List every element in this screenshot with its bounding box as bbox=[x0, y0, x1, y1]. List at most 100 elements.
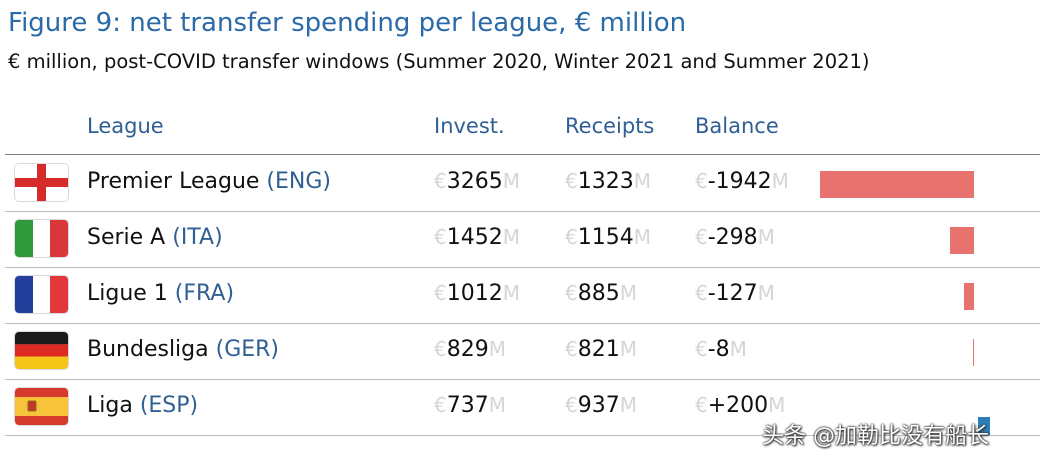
league-code: (FRA) bbox=[174, 281, 235, 306]
row-divider bbox=[5, 267, 1040, 268]
league-label: Bundesliga bbox=[87, 337, 216, 362]
balance-bar bbox=[820, 171, 974, 198]
balance-bar bbox=[973, 339, 974, 366]
germany-flag-icon bbox=[15, 332, 68, 369]
spain-flag-icon bbox=[15, 388, 68, 425]
league-code: (GER) bbox=[215, 337, 280, 362]
england-flag-icon bbox=[15, 164, 68, 201]
currency-prefix: € bbox=[434, 393, 447, 417]
unit-suffix: M bbox=[502, 225, 520, 249]
currency-prefix: € bbox=[695, 225, 708, 249]
league-label: Premier League bbox=[87, 169, 267, 194]
currency-prefix: € bbox=[695, 281, 708, 305]
unit-suffix: M bbox=[619, 281, 637, 305]
table-row: Bundesliga (GER) €829M €821M €-8M bbox=[0, 323, 1042, 379]
currency-prefix: € bbox=[565, 337, 578, 361]
row-divider bbox=[5, 435, 1040, 436]
france-flag-icon bbox=[15, 276, 68, 313]
receipts-number: 821 bbox=[577, 337, 620, 362]
unit-suffix: M bbox=[757, 225, 775, 249]
unit-suffix: M bbox=[502, 169, 520, 193]
league-name: Serie A (ITA) bbox=[87, 225, 223, 250]
balance-number: -1942 bbox=[707, 169, 772, 194]
invest-value: €829M bbox=[434, 337, 506, 362]
receipts-value: €1323M bbox=[565, 169, 651, 194]
league-code: (ITA) bbox=[172, 225, 223, 250]
invest-value: €1012M bbox=[434, 281, 520, 306]
column-header-receipts: Receipts bbox=[565, 114, 655, 138]
balance-number: -127 bbox=[707, 281, 758, 306]
currency-prefix: € bbox=[695, 169, 708, 193]
currency-prefix: € bbox=[434, 225, 447, 249]
currency-prefix: € bbox=[434, 337, 447, 361]
row-divider bbox=[5, 379, 1040, 380]
league-code: (ESP) bbox=[139, 393, 199, 418]
receipts-value: €1154M bbox=[565, 225, 651, 250]
balance-value: €-298M bbox=[695, 225, 775, 250]
balance-value: €-8M bbox=[695, 337, 747, 362]
chart-subtitle: € million, post-COVID transfer windows (… bbox=[8, 50, 870, 73]
receipts-value: €937M bbox=[565, 393, 637, 418]
currency-prefix: € bbox=[565, 169, 578, 193]
unit-suffix: M bbox=[633, 225, 651, 249]
balance-bar bbox=[978, 417, 990, 435]
invest-value: €737M bbox=[434, 393, 506, 418]
invest-number: 1452 bbox=[446, 225, 503, 250]
invest-value: €3265M bbox=[434, 169, 520, 194]
receipts-number: 1154 bbox=[577, 225, 634, 250]
currency-prefix: € bbox=[565, 281, 578, 305]
unit-suffix: M bbox=[619, 393, 637, 417]
invest-value: €1452M bbox=[434, 225, 520, 250]
league-label: Ligue 1 bbox=[87, 281, 175, 306]
invest-number: 737 bbox=[446, 393, 489, 418]
currency-prefix: € bbox=[565, 225, 578, 249]
currency-prefix: € bbox=[434, 281, 447, 305]
table-row: Premier League (ENG) €3265M €1323M €-1942M bbox=[0, 155, 1042, 211]
watermark: 头条 @加勒比没有船长 bbox=[762, 424, 989, 449]
balance-number: -298 bbox=[707, 225, 758, 250]
unit-suffix: M bbox=[488, 393, 506, 417]
league-name: Liga (ESP) bbox=[87, 393, 198, 418]
chart-title: Figure 9: net transfer spending per leag… bbox=[8, 8, 687, 38]
column-header-invest: Invest. bbox=[434, 114, 505, 138]
receipts-number: 937 bbox=[577, 393, 620, 418]
balance-value: €+200M bbox=[695, 393, 785, 418]
balance-value: €-1942M bbox=[695, 169, 789, 194]
league-name: Ligue 1 (FRA) bbox=[87, 281, 234, 306]
receipts-value: €885M bbox=[565, 281, 637, 306]
receipts-value: €821M bbox=[565, 337, 637, 362]
balance-bar bbox=[950, 227, 974, 254]
header-divider bbox=[5, 154, 1040, 155]
table-row: Liga (ESP) €737M €937M €+200M bbox=[0, 379, 1042, 435]
italy-flag-icon bbox=[15, 220, 68, 257]
balance-number: -8 bbox=[707, 337, 730, 362]
receipts-number: 1323 bbox=[577, 169, 634, 194]
league-name: Bundesliga (GER) bbox=[87, 337, 279, 362]
row-divider bbox=[5, 323, 1040, 324]
unit-suffix: M bbox=[768, 393, 786, 417]
row-divider bbox=[5, 211, 1040, 212]
league-code: (ENG) bbox=[266, 169, 331, 194]
league-label: Liga bbox=[87, 393, 140, 418]
unit-suffix: M bbox=[633, 169, 651, 193]
table-row: Serie A (ITA) €1452M €1154M €-298M bbox=[0, 211, 1042, 267]
invest-number: 1012 bbox=[446, 281, 503, 306]
currency-prefix: € bbox=[565, 393, 578, 417]
invest-number: 829 bbox=[446, 337, 489, 362]
column-header-league: League bbox=[87, 114, 164, 138]
unit-suffix: M bbox=[771, 169, 789, 193]
league-label: Serie A bbox=[87, 225, 173, 250]
currency-prefix: € bbox=[434, 169, 447, 193]
league-name: Premier League (ENG) bbox=[87, 169, 331, 194]
currency-prefix: € bbox=[695, 393, 708, 417]
balance-number: +200 bbox=[707, 393, 769, 418]
table-row: Ligue 1 (FRA) €1012M €885M €-127M bbox=[0, 267, 1042, 323]
invest-number: 3265 bbox=[446, 169, 503, 194]
receipts-number: 885 bbox=[577, 281, 620, 306]
unit-suffix: M bbox=[729, 337, 747, 361]
balance-bar bbox=[963, 283, 974, 310]
currency-prefix: € bbox=[695, 337, 708, 361]
column-header-balance: Balance bbox=[695, 114, 779, 138]
unit-suffix: M bbox=[502, 281, 520, 305]
unit-suffix: M bbox=[619, 337, 637, 361]
